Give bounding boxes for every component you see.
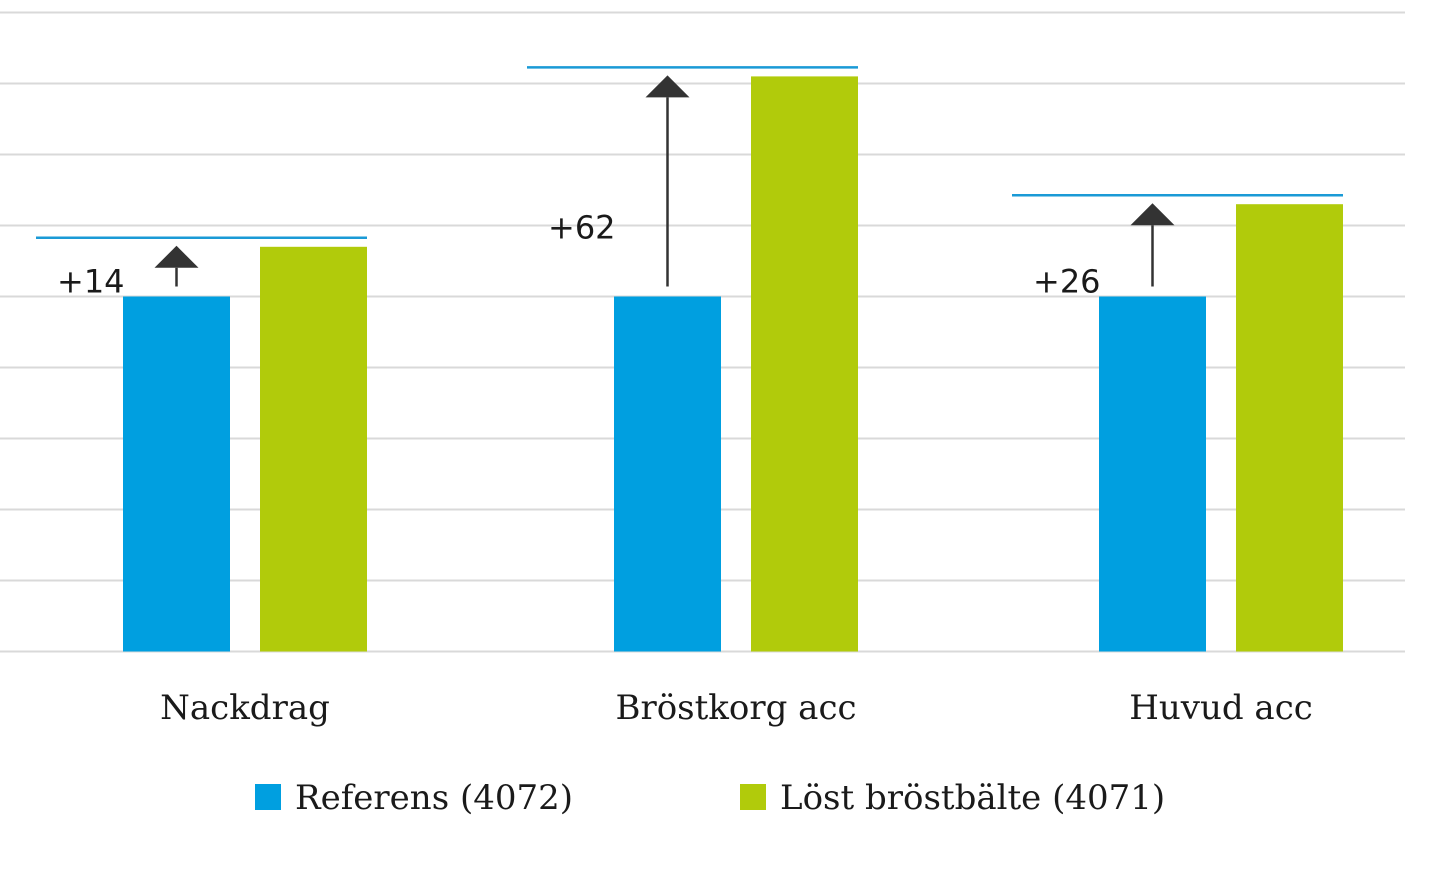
legend-label: Löst bröstbälte (4071) (780, 778, 1165, 818)
difference-arrow-head (154, 245, 199, 268)
bar-lost-brostbalte (751, 76, 858, 652)
difference-arrow-head (1130, 203, 1175, 226)
legend-swatch (255, 784, 281, 810)
difference-label: +62 (548, 208, 616, 246)
category-label: Huvud acc (1129, 688, 1313, 728)
legend-label: Referens (4072) (295, 778, 573, 818)
bar-lost-brostbalte (1236, 204, 1343, 652)
legend-swatch (740, 784, 766, 810)
difference-annotations: +14 +62 +26 (36, 66, 1343, 301)
bar-referens (1099, 296, 1206, 652)
legend: Referens (4072) Löst bröstbälte (4071) (255, 778, 1165, 818)
bar-referens (123, 296, 230, 652)
bars (123, 76, 1343, 652)
category-labels: Nackdrag Bröstkorg acc Huvud acc (160, 688, 1313, 728)
category-label: Bröstkorg acc (615, 688, 856, 728)
bar-referens (614, 296, 721, 652)
difference-label: +14 (57, 263, 125, 301)
difference-label: +26 (1033, 263, 1101, 301)
category-label: Nackdrag (160, 688, 330, 728)
bar-lost-brostbalte (260, 246, 367, 652)
difference-arrow-head (645, 75, 690, 98)
